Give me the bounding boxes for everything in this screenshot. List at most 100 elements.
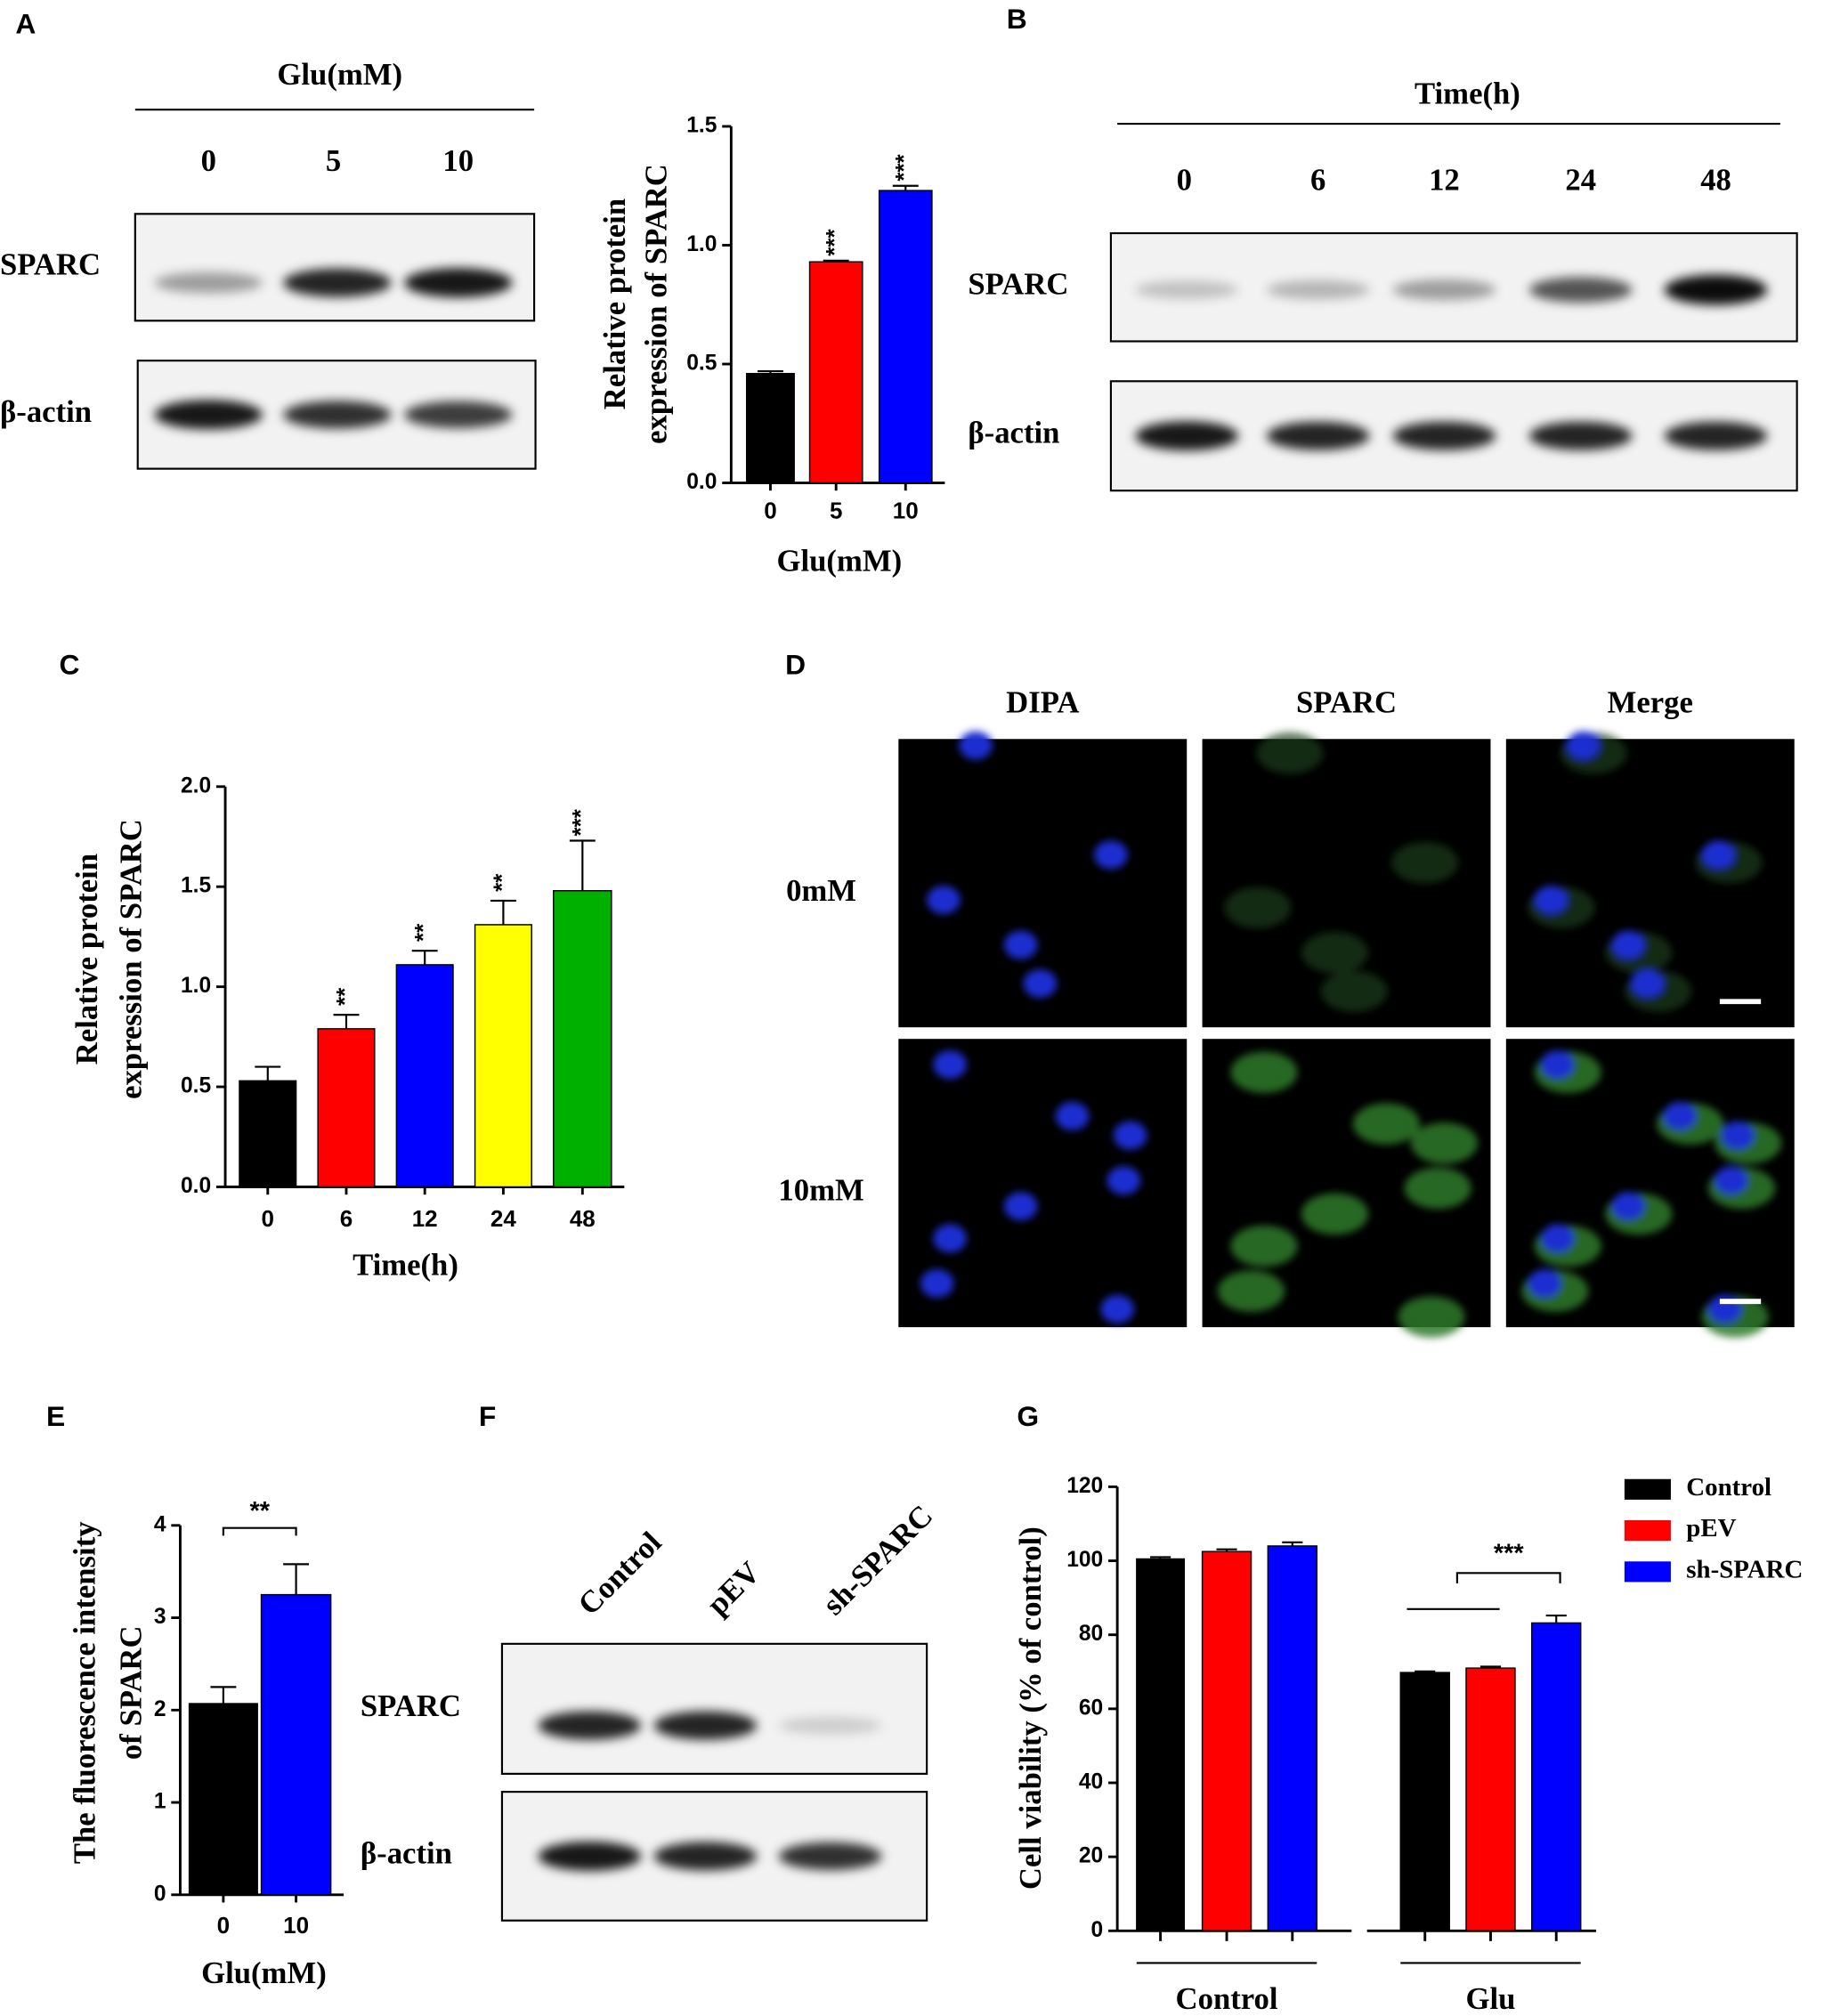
y-tick-label: 20 [1079, 1844, 1103, 1868]
x-tick-label: 10 [283, 1912, 309, 1939]
y-tick-label: 4 [154, 1512, 166, 1536]
comparison-label: *** [1494, 1540, 1524, 1568]
nucleus [1540, 1050, 1575, 1080]
legend-label: pEV [1686, 1514, 1736, 1542]
y-axis-label: of SPARC [113, 1625, 148, 1760]
blot-header: Glu(mM) [277, 57, 402, 92]
blot-header: Time(h) [1415, 77, 1520, 111]
y-tick-label: 40 [1079, 1769, 1103, 1793]
nucleus [1721, 1121, 1755, 1150]
x-tick-label: 6 [340, 1205, 353, 1232]
lane-label: 10 [442, 143, 474, 178]
nucleus [920, 1269, 954, 1298]
cells [920, 1050, 1147, 1324]
row-label: SPARC [968, 267, 1068, 302]
band [778, 1842, 882, 1871]
y-axis-label: Cell viability (% of control) [1013, 1526, 1048, 1890]
group-label: Control [1176, 1981, 1278, 2016]
nucleus [1003, 930, 1038, 959]
lane-label: pEV [700, 1555, 766, 1622]
nucleus [1055, 1102, 1090, 1130]
bar [1267, 1545, 1317, 1932]
x-axis-label: Glu(mM) [201, 1955, 327, 1990]
bar [1399, 1672, 1450, 1932]
cytoplasm [1404, 1167, 1471, 1210]
panel-letter: E [46, 1400, 65, 1432]
y-tick-label: 2 [154, 1697, 166, 1721]
y-tick-label: 80 [1079, 1622, 1103, 1646]
bands [1135, 421, 1768, 451]
nucleus [1534, 886, 1569, 914]
blot-box [500, 1642, 928, 1775]
panel-letter: D [785, 649, 806, 681]
comparison-label: ** [249, 1497, 270, 1526]
bar [745, 372, 795, 484]
band [1266, 421, 1370, 450]
nucleus [1701, 840, 1736, 870]
nucleus [1100, 1294, 1134, 1324]
x-axis-label: Time(h) [353, 1248, 458, 1283]
y-axis-label: expression of SPARC [113, 819, 148, 1099]
band [1528, 421, 1633, 450]
row-label: β-actin [361, 1835, 452, 1870]
row-label: β-actin [0, 394, 92, 429]
nucleus [1566, 731, 1601, 760]
band [283, 401, 392, 429]
row-label: SPARC [0, 247, 101, 281]
lane-label: Control [572, 1525, 669, 1622]
legend-label: sh-SPARC [1686, 1555, 1803, 1583]
comparison-bracket [1455, 1572, 1561, 1583]
bands [154, 400, 513, 430]
bar [1201, 1550, 1252, 1932]
comparison-bracket [222, 1526, 297, 1536]
significance: *** [890, 153, 917, 181]
lane-label: 0 [1177, 163, 1192, 198]
lane-label: 24 [1565, 163, 1596, 198]
bar [808, 261, 863, 484]
bar [1531, 1622, 1582, 1932]
y-tick-label: 0 [1091, 1918, 1104, 1942]
legend-swatch [1624, 1561, 1671, 1583]
band [283, 268, 392, 297]
row-label: β-actin [968, 416, 1059, 450]
nucleus [1113, 1121, 1147, 1150]
row-label: 0mM [786, 873, 856, 908]
y-tick-label: 0.5 [181, 1074, 211, 1098]
nucleus [959, 731, 993, 760]
band [1392, 421, 1496, 450]
row-label: 10mM [778, 1173, 863, 1208]
y-tick-label: 0.0 [686, 470, 717, 494]
band [538, 1711, 642, 1740]
band [404, 268, 513, 298]
significance: *** [821, 229, 847, 256]
bar [395, 964, 454, 1188]
lane-label: 48 [1700, 163, 1731, 198]
cytoplasm [1230, 1225, 1298, 1267]
bands [538, 1841, 882, 1871]
nucleus [1528, 1269, 1562, 1298]
panel-letter: C [60, 649, 80, 681]
y-tick-label: 2.0 [181, 773, 211, 797]
panel-letter: F [479, 1400, 496, 1432]
y-tick-label: 3 [154, 1605, 166, 1629]
y-tick-label: 1 [154, 1790, 166, 1814]
bar [239, 1080, 297, 1188]
band [154, 400, 263, 430]
band [1135, 280, 1239, 300]
group-label: Glu [1466, 1981, 1516, 2016]
cells [1528, 731, 1763, 1012]
nucleus [1094, 840, 1128, 870]
band [1528, 277, 1633, 303]
significance: *** [567, 808, 594, 836]
nucleus [1107, 1166, 1141, 1195]
y-tick-label: 1.0 [686, 232, 717, 256]
cytoplasm [1410, 1122, 1479, 1164]
bands [1135, 274, 1768, 305]
nucleus [1663, 1102, 1697, 1130]
cells [1521, 1050, 1782, 1338]
lane-label: sh-SPARC [815, 1498, 939, 1622]
cells [927, 731, 1128, 998]
x-tick-label: 48 [570, 1205, 596, 1232]
bands [538, 1711, 882, 1740]
band [653, 1711, 758, 1740]
